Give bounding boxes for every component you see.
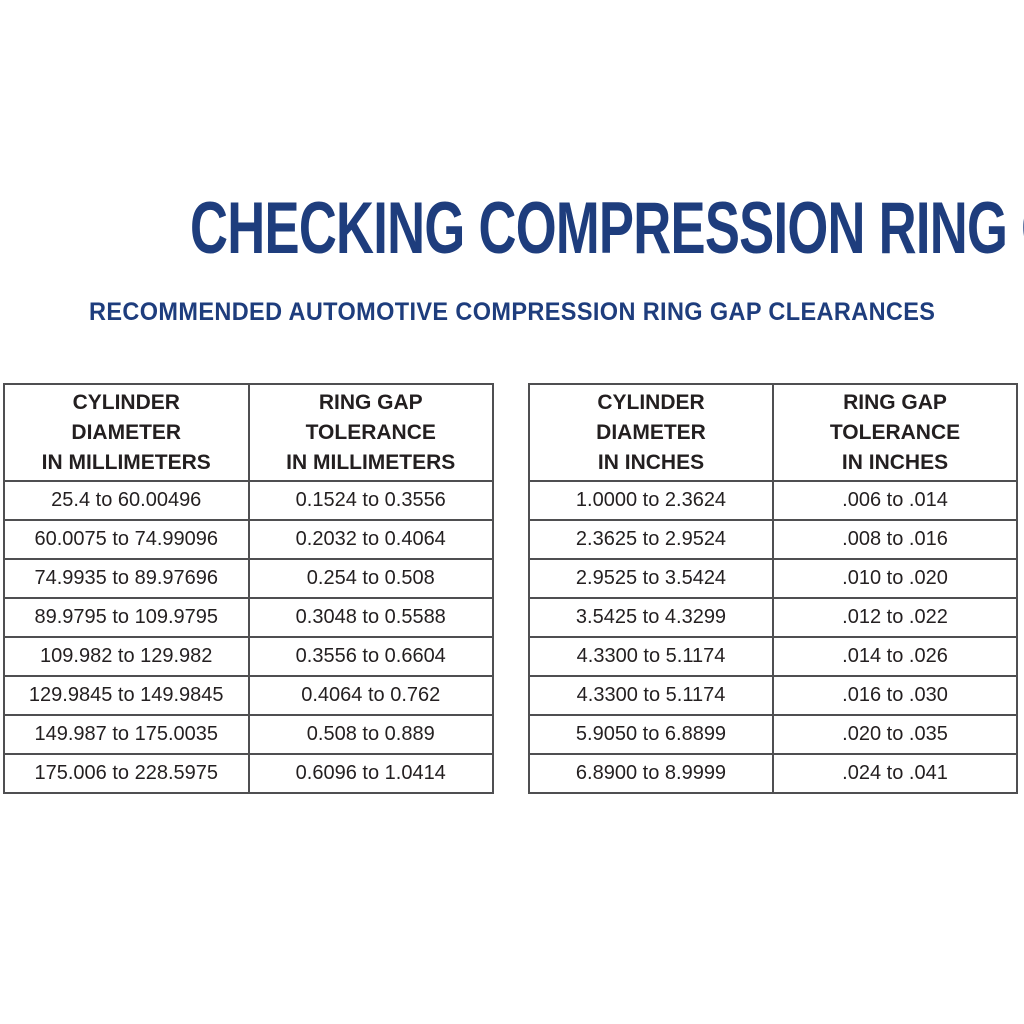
tolerance-cell: .024 to .041 xyxy=(772,753,1018,794)
tolerance-cell: .010 to .020 xyxy=(772,558,1018,599)
header-line: DIAMETER xyxy=(596,420,706,444)
table-row: 4.3300 to 5.1174 .014 to .026 xyxy=(528,636,1018,677)
mm-header-ring-gap-tolerance: RING GAP TOLERANCE IN MILLIMETERS xyxy=(247,383,494,482)
header-line: CYLINDER xyxy=(72,390,180,414)
table-row: 149.987 to 175.0035 0.508 to 0.889 xyxy=(3,714,494,755)
header-line: TOLERANCE xyxy=(829,420,961,444)
tolerance-cell: .014 to .026 xyxy=(772,636,1018,677)
diameter-cell: 3.5425 to 4.3299 xyxy=(528,597,774,638)
table-row: 6.8900 to 8.9999 .024 to .041 xyxy=(528,753,1018,794)
tolerance-cell: 0.508 to 0.889 xyxy=(247,714,494,755)
table-row: 74.9935 to 89.97696 0.254 to 0.508 xyxy=(3,558,494,599)
mm-header-row: CYLINDER DIAMETER IN MILLIMETERS RING GA… xyxy=(3,383,494,482)
diameter-cell: 60.0075 to 74.99096 xyxy=(3,519,250,560)
table-row: 175.006 to 228.5975 0.6096 to 1.0414 xyxy=(3,753,494,794)
table-row: 2.3625 to 2.9524 .008 to .016 xyxy=(528,519,1018,560)
header-line: RING GAP xyxy=(843,390,947,414)
diameter-cell: 4.3300 to 5.1174 xyxy=(528,675,774,716)
header-line: IN MILLIMETERS xyxy=(41,450,211,474)
tolerance-cell: 0.254 to 0.508 xyxy=(247,558,494,599)
diameter-cell: 4.3300 to 5.1174 xyxy=(528,636,774,677)
mm-header-cylinder-diameter: CYLINDER DIAMETER IN MILLIMETERS xyxy=(3,383,250,482)
diameter-cell: 109.982 to 129.982 xyxy=(3,636,250,677)
diameter-cell: 2.9525 to 3.5424 xyxy=(528,558,774,599)
page-title: CHECKING COMPRESSION RING GAPS xyxy=(190,188,1024,269)
inch-header-row: CYLINDER DIAMETER IN INCHES RING GAP TOL… xyxy=(528,383,1018,482)
diameter-cell: 74.9935 to 89.97696 xyxy=(3,558,250,599)
table-row: 129.9845 to 149.9845 0.4064 to 0.762 xyxy=(3,675,494,716)
tolerance-cell: .012 to .022 xyxy=(772,597,1018,638)
tolerance-cell: 0.3556 to 0.6604 xyxy=(247,636,494,677)
table-row: 4.3300 to 5.1174 .016 to .030 xyxy=(528,675,1018,716)
header-line: CYLINDER xyxy=(597,390,705,414)
table-row: 2.9525 to 3.5424 .010 to .020 xyxy=(528,558,1018,599)
header-line: DIAMETER xyxy=(71,420,182,444)
inch-header-cylinder-diameter: CYLINDER DIAMETER IN INCHES xyxy=(528,383,774,482)
table-row: 109.982 to 129.982 0.3556 to 0.6604 xyxy=(3,636,494,677)
table-row: 3.5425 to 4.3299 .012 to .022 xyxy=(528,597,1018,638)
header-line: IN MILLIMETERS xyxy=(286,450,456,474)
tolerance-cell: .020 to .035 xyxy=(772,714,1018,755)
diameter-cell: 89.9795 to 109.9795 xyxy=(3,597,250,638)
diameter-cell: 5.9050 to 6.8899 xyxy=(528,714,774,755)
tolerance-cell: .016 to .030 xyxy=(772,675,1018,716)
header-line: IN INCHES xyxy=(841,450,949,474)
header-line: TOLERANCE xyxy=(305,420,436,444)
diameter-cell: 149.987 to 175.0035 xyxy=(3,714,250,755)
page-subtitle-wrap: RECOMMENDED AUTOMOTIVE COMPRESSION RING … xyxy=(0,300,1024,325)
table-row: 89.9795 to 109.9795 0.3048 to 0.5588 xyxy=(3,597,494,638)
mm-table: CYLINDER DIAMETER IN MILLIMETERS RING GA… xyxy=(3,383,494,794)
diameter-cell: 1.0000 to 2.3624 xyxy=(528,480,774,521)
inch-table: CYLINDER DIAMETER IN INCHES RING GAP TOL… xyxy=(528,383,1018,794)
diameter-cell: 25.4 to 60.00496 xyxy=(3,480,250,521)
table-row: 25.4 to 60.00496 0.1524 to 0.3556 xyxy=(3,480,494,521)
diameter-cell: 2.3625 to 2.9524 xyxy=(528,519,774,560)
table-row: 1.0000 to 2.3624 .006 to .014 xyxy=(528,480,1018,521)
tolerance-cell: .008 to .016 xyxy=(772,519,1018,560)
tolerance-cell: .006 to .014 xyxy=(772,480,1018,521)
diameter-cell: 129.9845 to 149.9845 xyxy=(3,675,250,716)
tolerance-cell: 0.4064 to 0.762 xyxy=(247,675,494,716)
table-row: 60.0075 to 74.99096 0.2032 to 0.4064 xyxy=(3,519,494,560)
tolerance-cell: 0.2032 to 0.4064 xyxy=(247,519,494,560)
tolerance-cell: 0.1524 to 0.3556 xyxy=(247,480,494,521)
page-subtitle: RECOMMENDED AUTOMOTIVE COMPRESSION RING … xyxy=(88,298,936,326)
header-line: RING GAP xyxy=(318,390,423,414)
page-title-wrap: CHECKING COMPRESSION RING GAPS xyxy=(0,192,1024,265)
header-line: IN INCHES xyxy=(597,450,705,474)
tolerance-cell: 0.3048 to 0.5588 xyxy=(247,597,494,638)
table-row: 5.9050 to 6.8899 .020 to .035 xyxy=(528,714,1018,755)
diameter-cell: 6.8900 to 8.9999 xyxy=(528,753,774,794)
diameter-cell: 175.006 to 228.5975 xyxy=(3,753,250,794)
inch-header-ring-gap-tolerance: RING GAP TOLERANCE IN INCHES xyxy=(772,383,1018,482)
tolerance-cell: 0.6096 to 1.0414 xyxy=(247,753,494,794)
